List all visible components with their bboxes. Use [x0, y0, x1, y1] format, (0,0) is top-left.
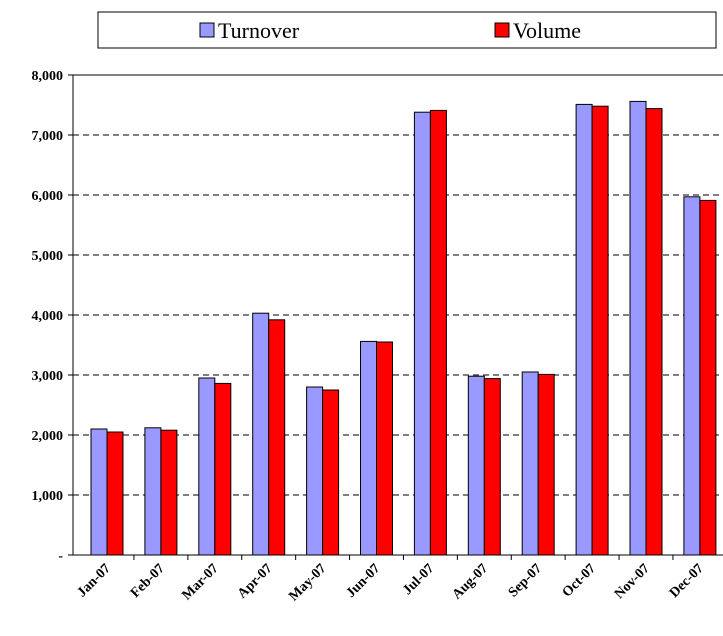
bar [322, 389, 340, 556]
legend-swatch [199, 22, 215, 38]
x-tick-label: Nov-07 [612, 561, 653, 602]
bar [106, 431, 124, 556]
y-tick-label: 2,000 [32, 429, 64, 444]
y-tick-label: 1,000 [32, 489, 64, 504]
x-tick-label: Jun-07 [344, 561, 384, 601]
x-tick-label: Jul-07 [400, 561, 437, 598]
bar [268, 319, 286, 556]
bar [198, 377, 216, 556]
bar [591, 105, 609, 556]
bar [429, 109, 447, 556]
bar [575, 103, 593, 556]
x-tick-label: Apr-07 [235, 561, 275, 601]
bar [699, 199, 717, 556]
bar [645, 108, 663, 556]
y-tick-label: 3,000 [32, 369, 64, 384]
legend-label: Volume [513, 18, 581, 43]
bar [521, 371, 539, 556]
bar [683, 196, 701, 556]
y-tick-label: 6,000 [32, 189, 64, 204]
y-tick-label: - [58, 549, 63, 564]
x-tick-label: Dec-07 [667, 561, 707, 601]
bar [413, 111, 431, 556]
bar [360, 340, 377, 556]
bar [214, 382, 232, 556]
bar [160, 429, 178, 556]
x-tick-label: Jan-07 [75, 561, 114, 600]
bar [252, 312, 270, 556]
bar [306, 386, 324, 556]
y-tick-label: 5,000 [32, 249, 64, 264]
bar [483, 378, 501, 556]
bar [376, 341, 393, 556]
x-tick-label: Oct-07 [560, 561, 599, 600]
bar [144, 427, 162, 556]
x-tick-label: Mar-07 [180, 561, 222, 603]
legend-swatch [494, 22, 510, 38]
bar [629, 100, 647, 556]
y-tick-label: 8,000 [32, 69, 64, 84]
x-tick-label: Feb-07 [128, 561, 168, 601]
x-tick-label: Sep-07 [506, 561, 545, 600]
legend-box [97, 11, 717, 49]
x-tick-label: May-07 [286, 561, 329, 604]
y-tick-label: 4,000 [32, 309, 64, 324]
bar [90, 428, 108, 556]
bar [467, 375, 485, 556]
bar [537, 373, 555, 556]
y-tick-label: 7,000 [32, 129, 64, 144]
x-tick-label: Aug-07 [450, 561, 491, 602]
legend-label: Turnover [218, 18, 300, 43]
